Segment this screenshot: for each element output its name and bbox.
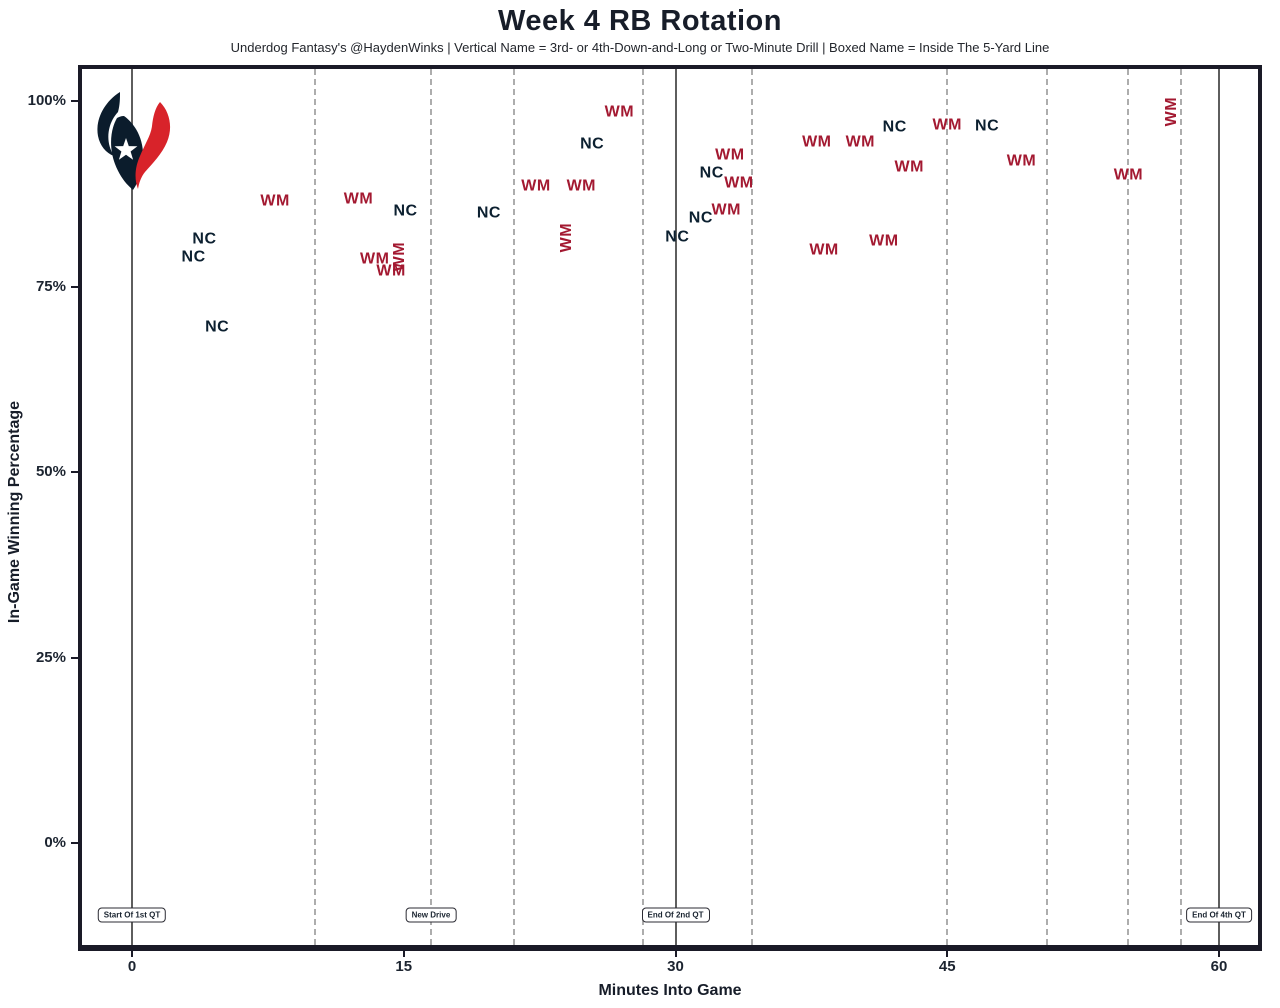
data-point-label-nc: NC [580, 135, 605, 153]
x-axis-tick [402, 951, 405, 957]
chart-subtitle: Underdog Fantasy's @HaydenWinks | Vertic… [230, 40, 1050, 55]
data-point-label-wm: WM [845, 133, 875, 151]
data-point-label-wm: WM [932, 116, 962, 134]
y-axis-tick [71, 656, 78, 659]
chart-title: Week 4 RB Rotation [497, 5, 782, 37]
gridline-new-drive [641, 69, 644, 945]
data-point-label-wm: WM [894, 158, 924, 176]
data-point-label-nc: NC [476, 204, 501, 222]
data-point-label-wm: WM [391, 241, 409, 272]
data-point-label-wm: WM [360, 250, 390, 268]
data-point-label-wm: WM [1113, 166, 1144, 184]
x-axis-tick-label: 15 [395, 958, 413, 975]
gridline-new-drive [513, 69, 516, 945]
y-axis-tick [71, 285, 78, 288]
data-point-label-nc: NC [882, 118, 907, 136]
data-point-label-nc: NC [205, 318, 230, 336]
y-axis-tick-label: 100% [27, 92, 66, 109]
x-axis-tick [1218, 951, 1220, 957]
gridline-new-drive [313, 69, 316, 945]
data-point-label-wm: WM [521, 177, 551, 195]
gridline-new-drive [946, 69, 949, 945]
houston-texans-logo-icon [97, 92, 171, 190]
gridline-new-drive [1179, 69, 1182, 945]
gridline-quarter-boundary [131, 69, 133, 945]
data-point-label-nc: NC [393, 202, 418, 220]
data-point-label-wm: WM [715, 146, 745, 164]
x-axis-tick-label: 0 [127, 958, 137, 975]
data-point-label-wm: WM [869, 232, 899, 250]
y-axis-tick [71, 842, 78, 844]
x-axis-tick [674, 951, 677, 957]
gridline-new-drive [1127, 69, 1130, 945]
gridline-new-drive [1045, 69, 1048, 945]
plot-panel-border [78, 65, 1262, 951]
x-axis-tick [946, 951, 949, 957]
gridline-new-drive [750, 69, 753, 945]
x-axis-tick [131, 951, 133, 957]
quarter-annotation-box: Start Of 1st QT [97, 907, 167, 923]
data-point-label-nc: NC [688, 209, 713, 227]
data-point-label-wm: WM [1162, 97, 1180, 127]
quarter-annotation-box: End Of 4th QT [1186, 907, 1252, 923]
x-axis-tick-label: 30 [667, 958, 684, 975]
y-axis-tick [71, 471, 78, 473]
data-point-label-wm: WM [260, 192, 290, 210]
data-point-label-wm: WM [376, 262, 406, 280]
y-axis-tick-label: 0% [44, 834, 66, 851]
y-axis-tick-label: 50% [35, 463, 66, 480]
quarter-annotation-box: End Of 2nd QT [641, 907, 710, 923]
data-point-label-wm: WM [343, 190, 374, 208]
gridline-quarter-boundary [1218, 69, 1220, 945]
data-point-label-wm: WM [711, 201, 741, 219]
data-point-label-nc: NC [192, 230, 217, 248]
x-axis-tick-label: 60 [1210, 958, 1228, 975]
gridline-quarter-boundary [674, 69, 677, 945]
y-axis-title: In-Game Winning Percentage [6, 400, 23, 624]
y-axis-tick-label: 75% [35, 277, 66, 295]
data-point-label-nc: NC [975, 117, 1000, 135]
quarter-annotation-box: New Drive [405, 907, 457, 923]
data-point-label-wm: WM [809, 241, 839, 259]
data-point-label-wm: WM [802, 133, 832, 151]
x-axis-title: Minutes Into Game [598, 982, 742, 999]
data-point-label-wm: WM [1006, 152, 1037, 170]
data-point-label-wm: WM [566, 177, 596, 195]
data-point-label-wm: WM [724, 174, 754, 192]
gridline-new-drive [429, 69, 432, 945]
data-point-label-wm: WM [557, 223, 575, 253]
data-point-label-wm: WM [604, 103, 635, 121]
data-point-label-nc: NC [699, 164, 724, 182]
data-point-label-nc: NC [181, 248, 206, 266]
y-axis-tick-label: 25% [35, 648, 66, 666]
data-point-label-nc: NC [665, 228, 690, 246]
x-axis-tick-label: 45 [938, 958, 956, 975]
y-axis-tick [71, 100, 78, 102]
